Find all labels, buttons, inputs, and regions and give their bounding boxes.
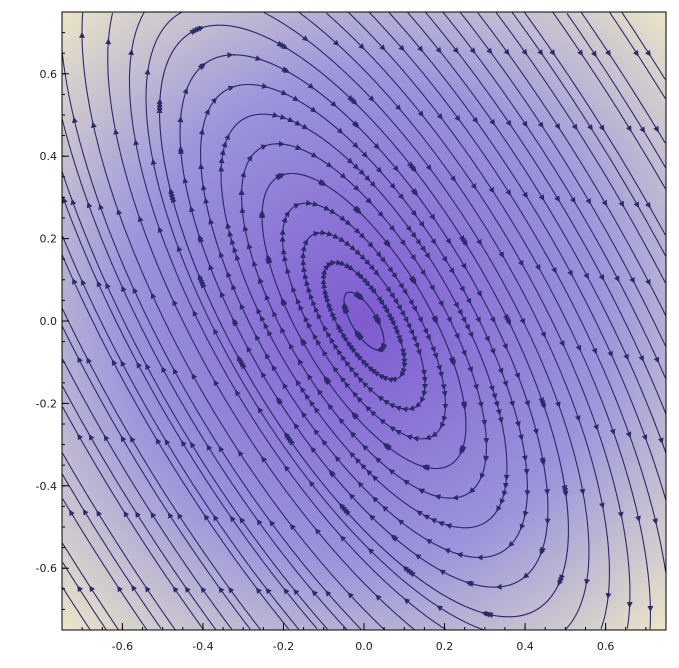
x-tick-label: -0.4 [192, 640, 213, 653]
streamline-35 [524, 12, 666, 236]
axes: -0.6 -0.4 -0.2 0.0 0.2 0.4 0.6 -0.6 -0.4 -0.2 0.0 0… [36, 32, 647, 653]
y-tick-label: 0.2 [40, 233, 58, 246]
streamline-28 [62, 406, 204, 630]
streamline-24 [128, 12, 447, 630]
streamline-27 [62, 452, 176, 630]
x-tick-label: -0.2 [273, 640, 294, 653]
streamline-15 [388, 12, 666, 500]
streamline-46 [62, 171, 328, 630]
streamline-47 [566, 12, 666, 168]
streamline-17 [425, 12, 666, 415]
streamline-16 [407, 12, 666, 453]
y-tick-label: -0.6 [36, 562, 57, 575]
streamline-42 [62, 326, 251, 630]
streamline-21 [62, 587, 91, 630]
streamline-39 [62, 562, 107, 630]
streamline-32 [62, 196, 318, 630]
streamlines [62, 12, 666, 630]
streamline-11 [298, 12, 610, 629]
streamline-34 [495, 12, 666, 284]
y-tick-label: 0.0 [40, 315, 58, 328]
streamline-20 [81, 12, 386, 630]
streamline-37 [580, 12, 666, 144]
streamline-48 [62, 51, 362, 630]
streamline-12 [325, 12, 631, 629]
y-tick-label: 0.4 [40, 150, 58, 163]
streamline-26 [145, 12, 484, 630]
x-tick-label: 0.2 [436, 640, 454, 653]
streamline-30 [62, 307, 261, 630]
y-tick-label: -0.2 [36, 397, 57, 410]
streamline-19 [459, 12, 666, 347]
streamline-40 [62, 474, 162, 630]
streamline-10 [264, 12, 590, 630]
streamline-49 [621, 12, 666, 80]
x-tick-label: 0.4 [516, 640, 534, 653]
y-tick-label: -0.4 [36, 480, 57, 493]
streamline-25 [62, 498, 148, 630]
density-background [62, 12, 666, 630]
streamline-36 [552, 12, 666, 190]
y-tick-label: 0.6 [40, 68, 58, 81]
streamline-33 [62, 119, 348, 630]
streamline-29 [62, 358, 233, 630]
x-tick-label: -0.6 [112, 640, 133, 653]
streamline-43 [477, 12, 666, 316]
x-tick-label: 0.0 [355, 640, 373, 653]
streamline-31 [62, 254, 290, 630]
streamline-13 [348, 12, 651, 630]
x-tick-label: 0.6 [597, 640, 615, 653]
streamline-18 [442, 12, 666, 380]
